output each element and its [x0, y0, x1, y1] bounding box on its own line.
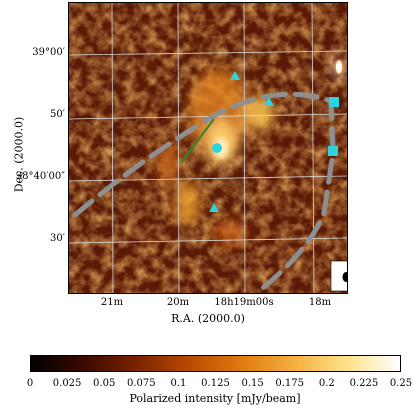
colorbar-title: Polarized intensity [mJy/beam] [129, 392, 301, 405]
y-tick-label: 30′ [50, 233, 65, 244]
green-line [180, 118, 215, 164]
bright-point-source [334, 59, 344, 75]
colorbar-tick-label: 0.05 [93, 378, 116, 389]
dashed-boundary [72, 91, 336, 293]
triangle-marker [209, 203, 219, 212]
circle-marker [212, 143, 222, 153]
beam-ellipse [342, 272, 347, 282]
colorbar-tick-label: 0.15 [241, 378, 264, 389]
y-axis-title: Dec. (2000.0) [12, 116, 26, 193]
triangle-marker [230, 71, 240, 80]
colorbar-tick-label: 0.025 [52, 378, 82, 389]
colorbar [30, 355, 401, 372]
colorbar-tick-label: 0.075 [126, 378, 156, 389]
map-svg [69, 3, 347, 293]
x-tick-label: 18m [308, 297, 332, 308]
y-tick-label: 39°00′ [32, 47, 65, 58]
colorbar-tick-label: 0.2 [318, 378, 335, 389]
colorbar-tick-label: 0.25 [389, 378, 413, 389]
x-tick-label: 20m [166, 297, 190, 308]
colorbar-tick-label: 0.125 [201, 378, 230, 389]
colorbar-tick-label: 0.175 [275, 378, 305, 389]
source-markers [209, 71, 339, 212]
colorbar-tick-label: 0 [26, 378, 34, 389]
y-tick-label: 38°40′00″ [15, 171, 65, 182]
colorbar-tick-label: 0.1 [170, 378, 187, 389]
x-axis-title: R.A. (2000.0) [171, 312, 245, 325]
triangle-marker [264, 97, 274, 106]
polarized-intensity-map [68, 2, 348, 294]
colorbar-tick-label: 0.225 [349, 378, 379, 389]
y-tick-label: 50′ [50, 109, 65, 120]
beam-inset [330, 260, 347, 292]
square-marker [329, 97, 339, 107]
x-tick-label: 18h19m00s [214, 297, 274, 308]
x-tick-label: 21m [100, 297, 124, 308]
square-marker [328, 146, 338, 156]
